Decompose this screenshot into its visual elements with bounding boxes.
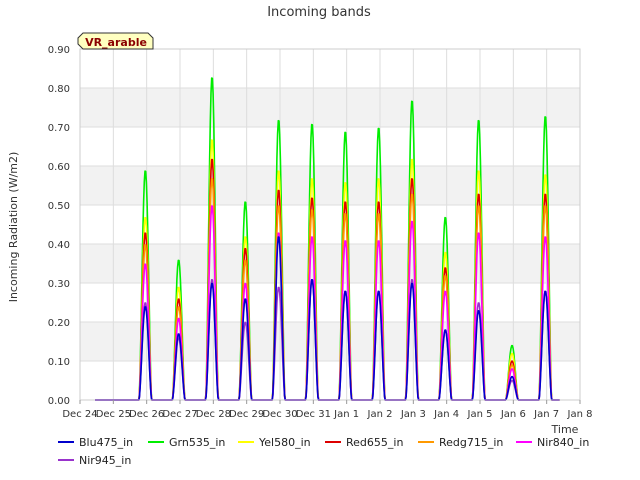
y-axis-title: Incoming Radiation (W/m2) <box>7 152 20 303</box>
x-tick-label: Dec 25 <box>96 409 131 420</box>
y-tick-label: 0.00 <box>48 396 70 407</box>
y-axis-ticks: 0.00 0.10 0.20 0.30 0.40 0.50 0.60 0.70 0.80 0.90 <box>48 45 70 407</box>
x-axis-title: Time <box>551 423 579 436</box>
x-tick-label: Dec 30 <box>262 409 297 420</box>
chart-title: Incoming bands <box>267 5 371 20</box>
x-tick-label: Dec 26 <box>129 409 164 420</box>
y-tick-label: 0.40 <box>48 240 70 251</box>
plot-band <box>80 244 580 283</box>
x-tick-label: Dec 31 <box>296 409 331 420</box>
legend-label: Grn535_in <box>169 436 225 449</box>
x-tick-label: Jan 4 <box>433 409 459 420</box>
plot-band <box>80 127 580 166</box>
legend-label: Yel580_in <box>258 436 311 449</box>
plot-band <box>80 49 580 88</box>
legend-label: Redg715_in <box>439 436 503 449</box>
y-tick-label: 0.10 <box>48 357 70 368</box>
y-tick-label: 0.90 <box>48 45 70 56</box>
site-badge-label: VR_arable <box>85 36 147 49</box>
x-tick-label: Dec 29 <box>229 409 264 420</box>
x-tick-label: Jan 1 <box>333 409 359 420</box>
x-tick-label: Jan 5 <box>467 409 493 420</box>
x-tick-label: Dec 28 <box>196 409 231 420</box>
y-tick-label: 0.20 <box>48 318 70 329</box>
x-tick-label: Jan 2 <box>367 409 393 420</box>
plot-background-bands <box>80 49 580 400</box>
plot-band <box>80 88 580 127</box>
y-tick-label: 0.70 <box>48 123 70 134</box>
plot-band <box>80 205 580 244</box>
plot-band <box>80 283 580 322</box>
y-tick-label: 0.50 <box>48 201 70 212</box>
legend-label: Nir840_in <box>537 436 589 449</box>
y-tick-label: 0.30 <box>48 279 70 290</box>
x-tick-label: Jan 3 <box>400 409 426 420</box>
plot-band <box>80 361 580 400</box>
plot-frame <box>79 48 581 401</box>
x-tick-label: Dec 24 <box>62 409 97 420</box>
x-tick-label: Jan 8 <box>567 409 593 420</box>
legend: Blu475_in Grn535_in Yel580_in Red655_in Redg… <box>58 436 589 467</box>
x-tick-label: Jan 6 <box>500 409 526 420</box>
plot-band <box>80 166 580 205</box>
y-tick-label: 0.80 <box>48 84 70 95</box>
site-badge-box <box>77 32 154 50</box>
legend-label: Red655_in <box>346 436 403 449</box>
x-tick-label: Dec 27 <box>162 409 197 420</box>
site-badge: VR_arable <box>77 32 154 50</box>
legend-label: Blu475_in <box>79 436 133 449</box>
y-tick-label: 0.60 <box>48 162 70 173</box>
plot-band <box>80 322 580 361</box>
x-tick-label: Jan 7 <box>533 409 559 420</box>
legend-label: Nir945_in <box>79 454 131 467</box>
